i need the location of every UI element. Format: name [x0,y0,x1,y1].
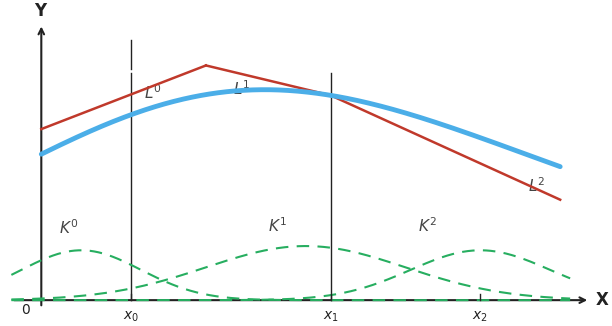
Text: $K^2$: $K^2$ [418,216,437,234]
Text: $x_0$: $x_0$ [123,309,139,323]
Text: $L^0$: $L^0$ [144,83,162,102]
Text: $\mathbf{Y}$: $\mathbf{Y}$ [34,2,48,20]
Text: $K^1$: $K^1$ [268,216,287,234]
Text: $L^1$: $L^1$ [233,80,251,98]
Text: $K^0$: $K^0$ [59,218,78,236]
Text: $L^2$: $L^2$ [528,176,545,195]
Text: $x_1$: $x_1$ [323,309,338,323]
Text: $x_2$: $x_2$ [472,309,488,323]
Text: $\mathbf{X}$: $\mathbf{X}$ [595,291,610,309]
Text: $0$: $0$ [21,303,31,317]
